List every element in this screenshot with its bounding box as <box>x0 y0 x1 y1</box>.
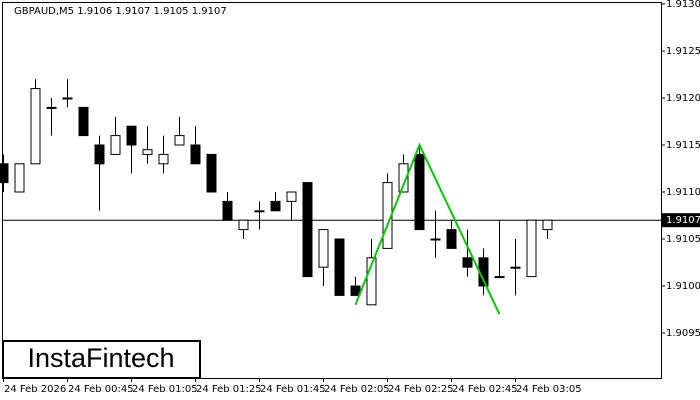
y-tick-label: 1.9105 <box>666 234 700 245</box>
candle-body <box>462 257 473 268</box>
candle-body <box>526 219 537 278</box>
candle-body <box>302 182 313 278</box>
candle-body <box>430 238 441 241</box>
y-tick-label: 1.9125 <box>666 46 700 57</box>
candle-body <box>14 163 25 193</box>
x-tick-label: 24 Feb 03:05 <box>516 384 582 395</box>
x-tick-label: 24 Feb 01:25 <box>196 384 262 395</box>
logo-box <box>2 340 201 379</box>
candle-body <box>446 229 457 249</box>
candle-body <box>110 135 121 155</box>
price-tag <box>662 213 700 228</box>
candle-body <box>494 276 505 279</box>
chart-title: GBPAUD,M5 1.9106 1.9107 1.9105 1.9107 <box>14 6 227 17</box>
candle-body <box>414 153 425 231</box>
candle-body <box>174 135 185 146</box>
candle-body <box>286 191 297 202</box>
candle-body <box>254 210 265 213</box>
x-tick-label: 24 Feb 00:45 <box>68 384 134 395</box>
y-tick-label: 1.9120 <box>666 93 700 104</box>
plot-frame <box>2 2 662 379</box>
candle-body <box>206 153 217 193</box>
candle-body <box>318 229 329 268</box>
y-tick-label: 1.9100 <box>666 281 700 292</box>
candle-body <box>190 144 201 165</box>
candle-body <box>510 266 521 269</box>
candle-body <box>30 88 41 165</box>
x-tick-label: 24 Feb 01:05 <box>132 384 198 395</box>
candle-body <box>46 106 57 109</box>
candle-body <box>542 219 553 231</box>
candle-body <box>350 285 361 296</box>
logo: InstaFintech <box>27 343 174 373</box>
y-tick-label: 1.9110 <box>666 187 700 198</box>
x-tick-label: 24 Feb 01:45 <box>260 384 326 395</box>
x-tick-label: 24 Feb 02:05 <box>324 384 390 395</box>
x-tick-label: 24 Feb 02:25 <box>388 384 454 395</box>
x-tick-label: 24 Feb 2026 <box>4 384 66 395</box>
y-tick-label: 1.9130 <box>666 0 700 10</box>
candle-body <box>62 97 73 100</box>
candle-body <box>142 149 153 155</box>
price-tag-label: 1.9107 <box>666 215 700 226</box>
candle-body <box>334 238 345 296</box>
candle-body <box>398 163 409 193</box>
pattern-line <box>354 142 501 315</box>
candle-body <box>126 125 137 146</box>
candle-body <box>366 257 377 306</box>
candle-body <box>270 200 281 212</box>
y-tick-label: 1.9095 <box>666 328 700 339</box>
x-tick-label: 24 Feb 02:45 <box>452 384 518 395</box>
candle-body <box>94 144 105 165</box>
candle-body <box>238 219 249 231</box>
candle-body <box>158 153 169 165</box>
candle-body <box>0 163 9 184</box>
candle-body <box>222 200 233 221</box>
candle-body <box>78 106 89 137</box>
y-tick-label: 1.9115 <box>666 140 700 151</box>
